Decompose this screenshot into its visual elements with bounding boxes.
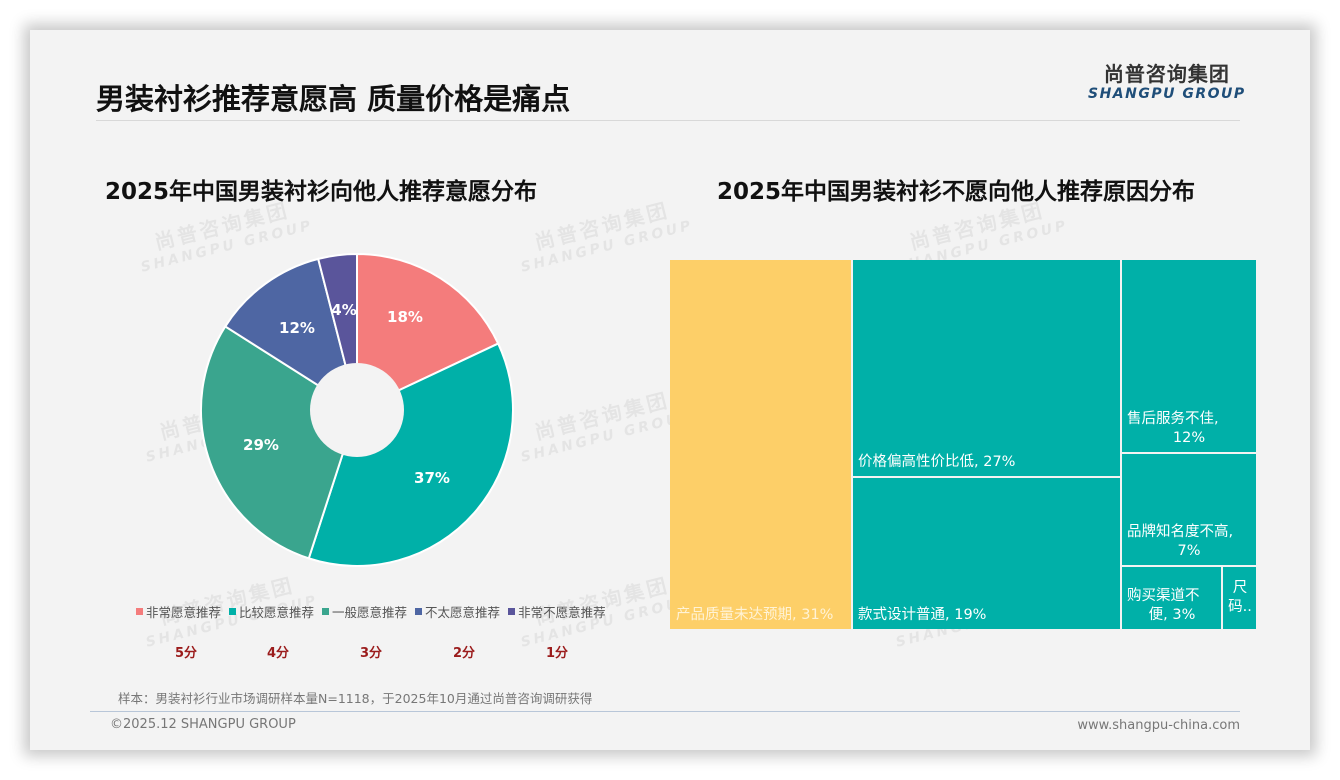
logo-cn: 尚普咨询集团 bbox=[1103, 62, 1230, 86]
legend-swatch-icon bbox=[136, 608, 143, 615]
slice-label-1: 4% bbox=[331, 301, 357, 319]
donut-chart: 18% 37% 29% 12% 4% bbox=[200, 252, 514, 567]
slice-label-3: 29% bbox=[243, 436, 279, 454]
treemap-tile-brand: 品牌知名度不高, 7% bbox=[1122, 454, 1256, 565]
legend-swatch-icon bbox=[229, 608, 237, 615]
slice-label-4: 37% bbox=[414, 469, 450, 487]
donut-chart-title: 2025年中国男装衬衫向他人推荐意愿分布 bbox=[105, 179, 538, 205]
donut-legend: 非常愿意推荐 比较愿意推荐 一般愿意推荐 不太愿意推荐 非常不愿意推荐 bbox=[136, 602, 606, 621]
score-label: 1分 bbox=[545, 646, 569, 661]
donut-slice bbox=[356, 252, 500, 412]
score-label: 5分 bbox=[174, 646, 198, 661]
donut-chart-svg bbox=[200, 252, 514, 567]
donut-slice bbox=[307, 342, 514, 567]
score-label: 3分 bbox=[359, 646, 383, 661]
copyright: ©2025.12 SHANGPU GROUP bbox=[110, 717, 296, 732]
company-logo: 尚普咨询集团 SHANGPU GROUP bbox=[1088, 62, 1246, 102]
treemap-chart: 产品质量未达预期, 31% 价格偏高性价比低, 27% 款式设计普通, 19% … bbox=[670, 260, 1256, 629]
legend-item: 非常不愿意推荐 bbox=[508, 602, 606, 621]
legend-item: 不太愿意推荐 bbox=[415, 602, 500, 621]
treemap-tile-quality: 产品质量未达预期, 31% bbox=[670, 260, 851, 629]
score-row: 5分 4分 3分 2分 1分 bbox=[30, 642, 670, 662]
treemap-title: 2025年中国男装衬衫不愿向他人推荐原因分布 bbox=[717, 179, 1196, 205]
legend-swatch-icon bbox=[415, 608, 423, 615]
slice-label-5: 18% bbox=[387, 308, 423, 326]
page-title: 男装衬衫推荐意愿高 质量价格是痛点 bbox=[96, 82, 571, 116]
treemap-tile-style: 款式设计普通, 19% bbox=[853, 478, 1120, 629]
legend-item: 一般愿意推荐 bbox=[322, 602, 407, 621]
legend-item: 非常愿意推荐 bbox=[136, 602, 221, 621]
legend-item: 比较愿意推荐 bbox=[229, 602, 314, 621]
treemap-tile-size: 尺码.. bbox=[1223, 567, 1256, 629]
slice-label-2: 12% bbox=[279, 319, 315, 337]
website-link[interactable]: www.shangpu-china.com bbox=[1077, 718, 1240, 733]
logo-en: SHANGPU GROUP bbox=[1088, 86, 1246, 102]
donut-hole bbox=[310, 363, 404, 457]
legend-swatch-icon bbox=[508, 608, 516, 615]
title-divider bbox=[96, 120, 1240, 121]
footer-divider bbox=[90, 711, 1240, 712]
score-label: 2分 bbox=[452, 646, 476, 661]
treemap-tile-service: 售后服务不佳, 12% bbox=[1122, 260, 1256, 452]
treemap-tile-price: 价格偏高性价比低, 27% bbox=[853, 260, 1120, 476]
donut-slice bbox=[223, 257, 359, 413]
sample-note: 样本：男装衬衫行业市场调研样本量N=1118，于2025年10月通过尚普咨询调研… bbox=[118, 691, 593, 706]
donut-slice bbox=[200, 325, 359, 560]
score-label: 4分 bbox=[266, 646, 290, 661]
treemap-tile-channel: 购买渠道不 便, 3% bbox=[1122, 567, 1221, 629]
legend-swatch-icon bbox=[322, 608, 330, 615]
slide: 男装衬衫推荐意愿高 质量价格是痛点 尚普咨询集团 SHANGPU GROUP 尚… bbox=[30, 30, 1310, 750]
